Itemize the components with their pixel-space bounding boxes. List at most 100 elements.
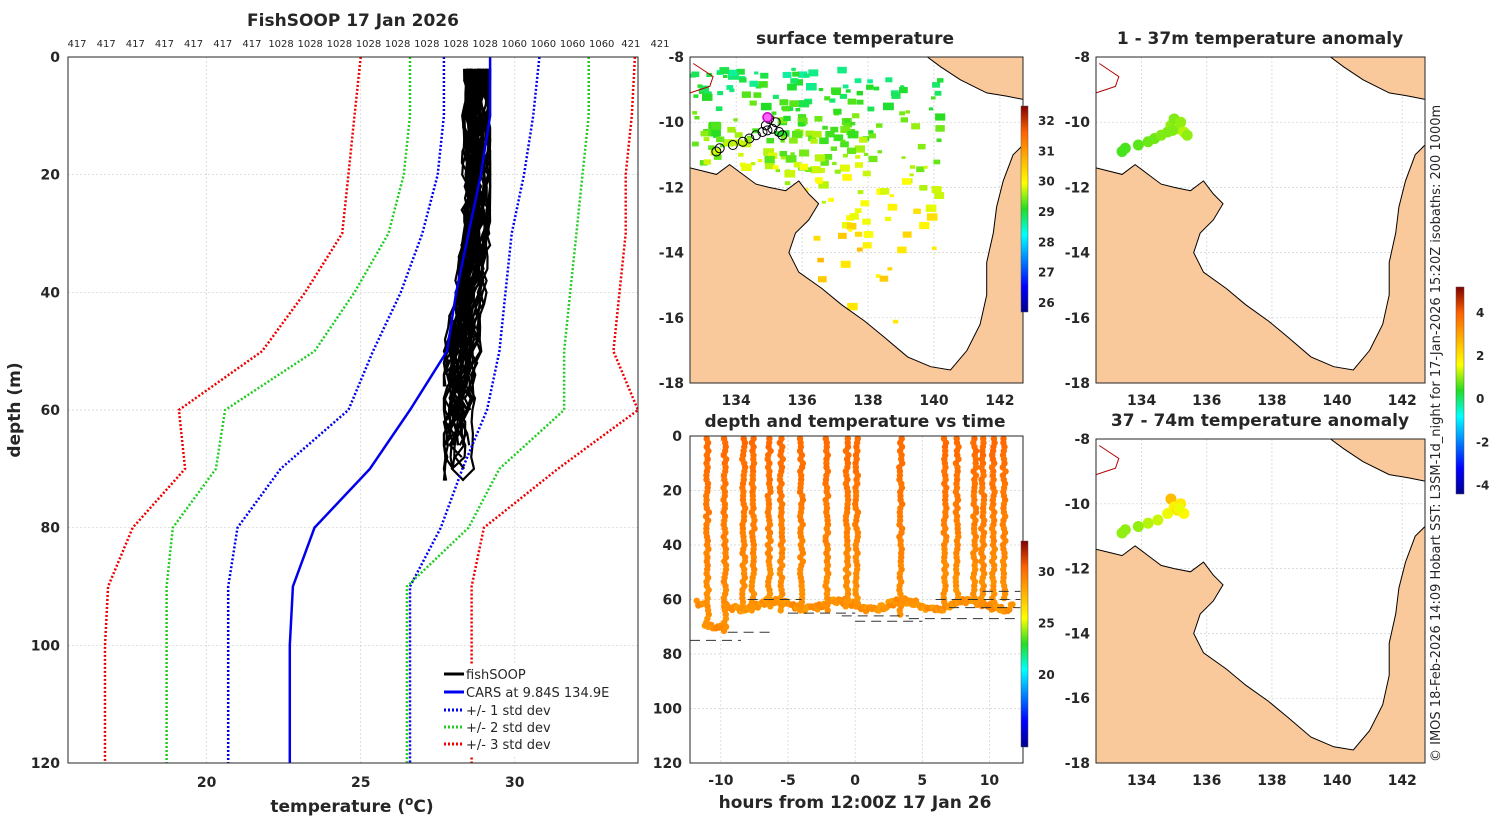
time-cb-tick-30: 30	[1038, 565, 1055, 579]
time-xlabel: hours from 12:00Z 17 Jan 26	[719, 793, 992, 813]
top-count-6: 417	[242, 39, 261, 50]
xtick-30: 30	[505, 775, 525, 791]
sst-pixel	[830, 146, 837, 151]
sst-pixel	[897, 246, 907, 254]
sst-pixel	[771, 111, 777, 115]
series-line--3-std	[470, 57, 638, 763]
time-panel: depth and temperature vs time -10 -5 0 5 100…	[653, 412, 1055, 813]
sst-pixel	[926, 207, 931, 211]
sst-pixel	[749, 100, 757, 106]
sst-track	[711, 112, 788, 157]
sst-pixel	[778, 117, 788, 124]
map-lon-tick-136: 136	[787, 393, 816, 409]
map-lon-tick-136: 136	[1192, 773, 1221, 789]
sst-pixel	[780, 139, 785, 143]
time-ytick-40: 40	[663, 538, 683, 554]
map-lat-tick--14: -14	[659, 246, 685, 262]
sst-pixel	[726, 85, 734, 90]
tow-point	[761, 601, 768, 608]
sst-pixel	[745, 137, 752, 142]
sst-pixel	[736, 68, 745, 75]
map-lat-tick--14: -14	[1065, 626, 1091, 642]
sst-pixel	[764, 162, 775, 170]
sst-pixel	[775, 169, 780, 173]
sst-pixel	[812, 131, 822, 138]
sst-pixel	[693, 94, 699, 98]
sst-pixel	[850, 122, 856, 126]
profile-legend: fishSOOP CARS at 9.84S 134.9E +/- 1 std …	[440, 664, 618, 756]
map-lat-tick--14: -14	[1065, 246, 1091, 262]
sst-pixel	[818, 276, 827, 283]
top-count-20: 421	[650, 39, 669, 50]
sst-pixel	[797, 122, 805, 127]
cast-point	[1000, 594, 1008, 602]
anomaly-point	[1132, 520, 1144, 532]
fishsoop-profile-20	[442, 68, 471, 481]
map-lon-tick-138: 138	[1257, 773, 1286, 789]
sst-map-land	[690, 57, 1023, 383]
sst-pixel	[741, 163, 752, 171]
sst-pixel	[839, 93, 847, 99]
sst-pixel	[917, 143, 926, 150]
sst-pixel	[791, 67, 796, 71]
sst-pixel	[715, 106, 723, 111]
legend-label-std1: +/- 1 std dev	[466, 704, 551, 719]
sst-cb-tick-28: 28	[1038, 235, 1055, 249]
sst-pixel	[830, 126, 839, 133]
track-point	[777, 130, 788, 141]
map-lat-tick--8: -8	[1074, 50, 1090, 66]
sst-pixel	[825, 131, 835, 138]
new-guinea-land	[1329, 439, 1425, 482]
time-series	[690, 436, 1021, 641]
sst-pixel	[849, 213, 859, 220]
sst-pixel	[692, 111, 698, 115]
profile-xlabel: temperature (oC)	[270, 794, 433, 817]
cast-point	[741, 607, 749, 614]
track-point	[714, 143, 725, 154]
australia-land	[690, 144, 1023, 383]
sst-pixel	[854, 231, 863, 237]
sst-pixel	[936, 138, 942, 142]
sst-pixel	[815, 177, 823, 183]
cast-point	[720, 627, 728, 634]
time-colorbar	[1020, 540, 1029, 748]
sst-pixel	[764, 155, 775, 164]
anom-lower-axes-box	[1095, 438, 1426, 764]
sst-pixel	[763, 148, 775, 156]
top-count-17: 1060	[560, 39, 585, 50]
sst-pixel	[899, 111, 906, 116]
top-count-1: 417	[97, 39, 116, 50]
top-count-11: 1028	[385, 39, 410, 50]
anom-lower-land	[1096, 439, 1425, 763]
sst-pixel	[691, 71, 700, 77]
anomaly-point	[1173, 503, 1185, 515]
sst-pixel	[699, 85, 709, 93]
sst-pixel	[804, 188, 809, 192]
anom-lower-points	[1116, 493, 1190, 539]
sst-pixel	[860, 200, 870, 207]
sst-pixel	[832, 161, 837, 166]
sst-map-panel: surface temperature 134 136 138 140 142 -8 -10…	[659, 29, 1055, 409]
time-xtick--5: -5	[780, 773, 796, 789]
anomaly-point	[1181, 129, 1193, 141]
profile-ylabel: depth (m)	[5, 362, 25, 457]
map-lat-tick--18: -18	[1065, 756, 1090, 772]
sst-pixel	[892, 319, 899, 324]
sst-pixel	[862, 242, 872, 249]
sst-pixel	[781, 135, 787, 140]
track-point	[744, 133, 755, 144]
sst-pixel	[840, 260, 851, 268]
sst-pixel	[741, 91, 751, 98]
sst-pixel	[790, 152, 795, 156]
sst-pixel	[810, 166, 821, 174]
sst-pixel	[734, 132, 743, 138]
profile-axes-box	[67, 56, 639, 764]
sst-pixel	[821, 200, 826, 204]
sst-pixel	[694, 116, 700, 120]
sst-cb-tick-30: 30	[1038, 175, 1055, 189]
time-xtick-0: 0	[850, 773, 860, 789]
sst-pixel	[857, 190, 864, 195]
sst-pixel	[875, 274, 881, 278]
sst-pixel	[916, 166, 925, 173]
sst-pixel	[716, 71, 721, 75]
